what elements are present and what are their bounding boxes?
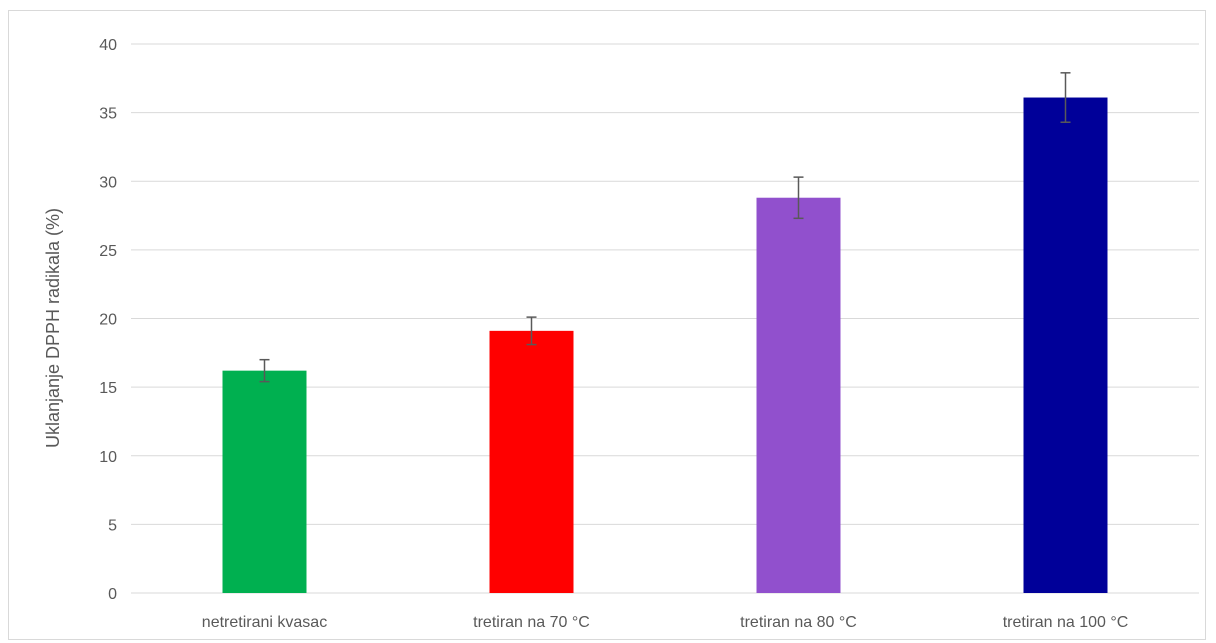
y-tick-label: 5 <box>108 517 117 534</box>
chart-frame: 0 5 10 15 20 25 30 35 40 netretirani kvasac treti… <box>8 10 1206 640</box>
y-tick-label: 40 <box>99 37 117 54</box>
bars <box>222 97 1108 593</box>
y-tick-label: 35 <box>99 106 117 123</box>
y-tick-label: 20 <box>99 312 117 329</box>
y-tick-label: 15 <box>99 380 117 397</box>
y-axis-ticks: 0 5 10 15 20 25 30 35 40 <box>99 37 117 603</box>
y-tick-label: 10 <box>99 449 117 466</box>
gridlines <box>131 43 1199 594</box>
bar <box>1023 97 1108 593</box>
y-tick-label: 25 <box>99 243 117 260</box>
error-bars <box>259 72 1071 383</box>
error-bar <box>793 176 804 220</box>
x-axis-ticks: netretirani kvasac tretiran na 70 °C treti… <box>202 614 1128 631</box>
bar <box>489 330 574 593</box>
bar <box>756 197 841 593</box>
x-tick-label: tretiran na 100 °C <box>1003 614 1129 631</box>
error-bar <box>1060 72 1071 123</box>
y-axis-title: Uklanjanje DPPH radikala (%) <box>43 208 63 448</box>
error-bar <box>526 316 537 346</box>
x-tick-label: tretiran na 80 °C <box>740 614 857 631</box>
bar-chart: 0 5 10 15 20 25 30 35 40 netretirani kvasac treti… <box>43 37 1199 631</box>
bar <box>222 370 307 593</box>
y-tick-label: 0 <box>108 586 117 603</box>
x-tick-label: tretiran na 70 °C <box>473 614 590 631</box>
error-bar <box>259 358 270 383</box>
y-tick-label: 30 <box>99 174 117 191</box>
x-tick-label: netretirani kvasac <box>202 614 327 631</box>
